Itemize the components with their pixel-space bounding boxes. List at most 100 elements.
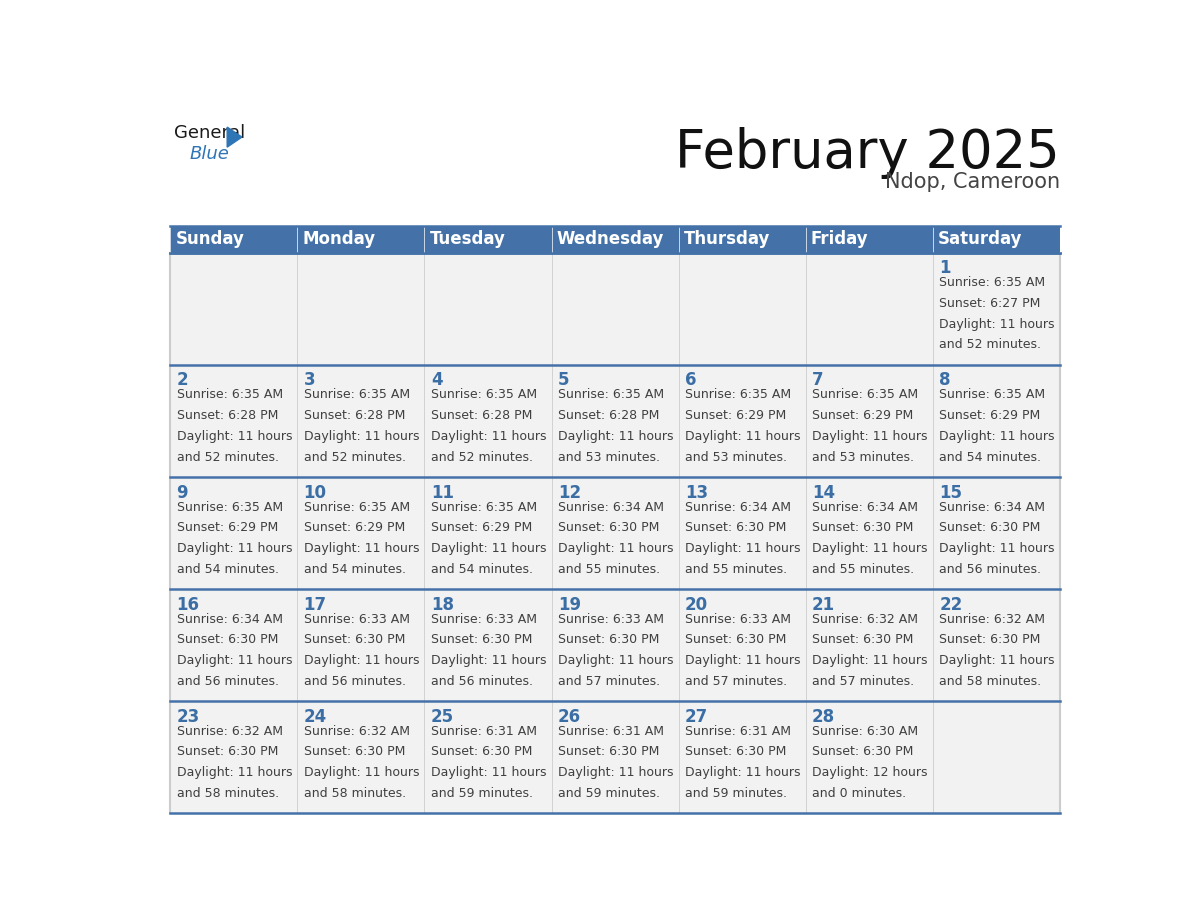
Text: Daylight: 11 hours: Daylight: 11 hours (813, 655, 928, 667)
Text: 4: 4 (431, 372, 442, 389)
Text: Blue: Blue (190, 145, 229, 162)
Text: Sunset: 6:27 PM: Sunset: 6:27 PM (940, 297, 1041, 310)
Text: Sunrise: 6:32 AM: Sunrise: 6:32 AM (813, 612, 918, 625)
Bar (170, 476, 297, 589)
Text: 11: 11 (431, 484, 454, 501)
Text: Daylight: 11 hours: Daylight: 11 hours (304, 430, 419, 442)
Text: Daylight: 11 hours: Daylight: 11 hours (431, 542, 546, 555)
Text: Sunset: 6:30 PM: Sunset: 6:30 PM (813, 633, 914, 646)
Text: Sunset: 6:30 PM: Sunset: 6:30 PM (431, 633, 532, 646)
Text: 24: 24 (304, 708, 327, 726)
Text: 9: 9 (177, 484, 188, 501)
Text: Daylight: 11 hours: Daylight: 11 hours (304, 767, 419, 779)
Text: Daylight: 11 hours: Daylight: 11 hours (177, 542, 292, 555)
Text: Sunrise: 6:34 AM: Sunrise: 6:34 AM (558, 500, 664, 513)
Text: Sunrise: 6:32 AM: Sunrise: 6:32 AM (177, 724, 283, 738)
Text: and 56 minutes.: and 56 minutes. (940, 563, 1041, 576)
Bar (424, 252, 551, 364)
Text: Daylight: 11 hours: Daylight: 11 hours (940, 542, 1055, 555)
Text: and 54 minutes.: and 54 minutes. (177, 563, 278, 576)
Text: and 54 minutes.: and 54 minutes. (940, 451, 1041, 464)
Text: Daylight: 11 hours: Daylight: 11 hours (685, 430, 801, 442)
Text: and 56 minutes.: and 56 minutes. (177, 675, 278, 688)
Text: Wednesday: Wednesday (557, 230, 664, 248)
Text: Daylight: 11 hours: Daylight: 11 hours (558, 767, 674, 779)
Text: Daylight: 11 hours: Daylight: 11 hours (431, 430, 546, 442)
Text: and 52 minutes.: and 52 minutes. (304, 451, 405, 464)
Text: Friday: Friday (810, 230, 868, 248)
Bar (551, 252, 678, 364)
Bar (805, 589, 933, 701)
Bar (551, 589, 678, 701)
Bar (170, 589, 297, 701)
Text: and 53 minutes.: and 53 minutes. (685, 451, 786, 464)
Text: and 56 minutes.: and 56 minutes. (431, 675, 532, 688)
Text: 20: 20 (685, 596, 708, 613)
Text: Sunset: 6:30 PM: Sunset: 6:30 PM (177, 633, 278, 646)
Bar (297, 701, 424, 813)
Text: Sunset: 6:30 PM: Sunset: 6:30 PM (940, 521, 1041, 534)
Bar (678, 226, 805, 252)
Text: Sunrise: 6:32 AM: Sunrise: 6:32 AM (304, 724, 410, 738)
Text: Sunrise: 6:35 AM: Sunrise: 6:35 AM (813, 388, 918, 401)
Text: 10: 10 (304, 484, 327, 501)
Polygon shape (227, 127, 242, 147)
Text: Sunrise: 6:34 AM: Sunrise: 6:34 AM (685, 500, 791, 513)
Text: Sunrise: 6:35 AM: Sunrise: 6:35 AM (431, 388, 537, 401)
Text: and 57 minutes.: and 57 minutes. (813, 675, 915, 688)
Text: Daylight: 11 hours: Daylight: 11 hours (685, 767, 801, 779)
Text: Sunrise: 6:33 AM: Sunrise: 6:33 AM (685, 612, 791, 625)
Bar (170, 226, 297, 252)
Text: Daylight: 11 hours: Daylight: 11 hours (431, 767, 546, 779)
Text: and 52 minutes.: and 52 minutes. (177, 451, 278, 464)
Text: Ndop, Cameroon: Ndop, Cameroon (885, 172, 1060, 192)
Text: and 55 minutes.: and 55 minutes. (685, 563, 788, 576)
Text: Sunrise: 6:35 AM: Sunrise: 6:35 AM (177, 500, 283, 513)
Text: 21: 21 (813, 596, 835, 613)
Text: 17: 17 (304, 596, 327, 613)
Text: Sunrise: 6:33 AM: Sunrise: 6:33 AM (431, 612, 537, 625)
Text: 6: 6 (685, 372, 696, 389)
Text: Sunset: 6:29 PM: Sunset: 6:29 PM (685, 409, 786, 422)
Text: Sunrise: 6:35 AM: Sunrise: 6:35 AM (940, 276, 1045, 289)
Text: and 56 minutes.: and 56 minutes. (304, 675, 405, 688)
Bar (297, 364, 424, 476)
Bar (297, 252, 424, 364)
Text: Sunset: 6:29 PM: Sunset: 6:29 PM (940, 409, 1041, 422)
Text: and 52 minutes.: and 52 minutes. (431, 451, 532, 464)
Text: Sunrise: 6:32 AM: Sunrise: 6:32 AM (940, 612, 1045, 625)
Text: Daylight: 11 hours: Daylight: 11 hours (177, 655, 292, 667)
Text: Daylight: 11 hours: Daylight: 11 hours (558, 542, 674, 555)
Text: 2: 2 (177, 372, 188, 389)
Text: Sunrise: 6:35 AM: Sunrise: 6:35 AM (177, 388, 283, 401)
Text: Sunset: 6:29 PM: Sunset: 6:29 PM (813, 409, 914, 422)
Text: Daylight: 11 hours: Daylight: 11 hours (685, 655, 801, 667)
Text: Sunset: 6:28 PM: Sunset: 6:28 PM (558, 409, 659, 422)
Text: 22: 22 (940, 596, 962, 613)
Text: Sunset: 6:30 PM: Sunset: 6:30 PM (431, 745, 532, 758)
Text: 1: 1 (940, 260, 950, 277)
Bar (678, 589, 805, 701)
Text: and 57 minutes.: and 57 minutes. (685, 675, 788, 688)
Text: Sunset: 6:30 PM: Sunset: 6:30 PM (813, 521, 914, 534)
Bar (170, 364, 297, 476)
Text: Daylight: 11 hours: Daylight: 11 hours (813, 542, 928, 555)
Bar (551, 701, 678, 813)
Text: 7: 7 (813, 372, 823, 389)
Bar (424, 476, 551, 589)
Text: Sunday: Sunday (176, 230, 245, 248)
Bar (170, 701, 297, 813)
Text: Sunset: 6:30 PM: Sunset: 6:30 PM (940, 633, 1041, 646)
Bar (424, 226, 551, 252)
Text: Daylight: 11 hours: Daylight: 11 hours (940, 318, 1055, 330)
Bar (297, 589, 424, 701)
Text: 3: 3 (304, 372, 315, 389)
Text: 15: 15 (940, 484, 962, 501)
Text: and 55 minutes.: and 55 minutes. (558, 563, 661, 576)
Bar (678, 476, 805, 589)
Text: Daylight: 11 hours: Daylight: 11 hours (431, 655, 546, 667)
Text: Daylight: 12 hours: Daylight: 12 hours (813, 767, 928, 779)
Text: Daylight: 11 hours: Daylight: 11 hours (558, 655, 674, 667)
Text: Sunset: 6:29 PM: Sunset: 6:29 PM (177, 521, 278, 534)
Bar (805, 226, 933, 252)
